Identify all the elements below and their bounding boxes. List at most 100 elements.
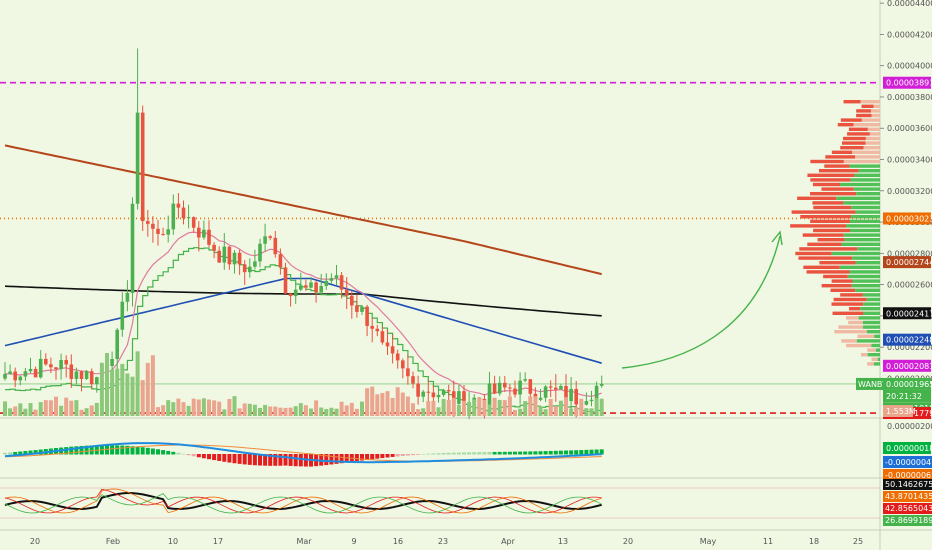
candle[interactable] bbox=[242, 264, 247, 273]
candle[interactable] bbox=[248, 266, 252, 273]
candle[interactable] bbox=[130, 203, 135, 293]
candle[interactable] bbox=[492, 383, 497, 394]
candle[interactable] bbox=[390, 346, 395, 354]
candle[interactable] bbox=[355, 305, 359, 312]
candle[interactable] bbox=[288, 293, 293, 297]
candle[interactable] bbox=[523, 379, 527, 381]
candle[interactable] bbox=[314, 282, 318, 293]
candle[interactable] bbox=[202, 229, 206, 238]
time-axis[interactable]: 20 Feb 10 17 Mar 9 16 23 Apr 13 20 May 11 18 25 bbox=[30, 537, 863, 546]
candle[interactable] bbox=[222, 246, 227, 263]
candle[interactable] bbox=[309, 282, 313, 288]
candle[interactable] bbox=[263, 236, 267, 244]
candle[interactable] bbox=[44, 358, 48, 365]
candle[interactable] bbox=[584, 401, 589, 405]
candle[interactable] bbox=[436, 394, 441, 398]
candle[interactable] bbox=[370, 325, 374, 329]
candle[interactable] bbox=[339, 275, 344, 290]
candle[interactable] bbox=[487, 383, 492, 405]
candle[interactable] bbox=[212, 244, 216, 251]
candle[interactable] bbox=[431, 392, 436, 398]
candle[interactable] bbox=[3, 373, 7, 379]
candle[interactable] bbox=[89, 371, 94, 385]
candle[interactable] bbox=[411, 376, 415, 384]
candle[interactable] bbox=[518, 380, 522, 395]
candle[interactable] bbox=[156, 228, 160, 234]
candle[interactable] bbox=[38, 358, 43, 378]
candle[interactable] bbox=[304, 285, 308, 288]
candle[interactable] bbox=[151, 223, 155, 229]
candle[interactable] bbox=[334, 275, 339, 279]
candle[interactable] bbox=[186, 217, 191, 219]
candle[interactable] bbox=[74, 371, 79, 379]
candle[interactable] bbox=[278, 254, 283, 268]
candle[interactable] bbox=[564, 386, 568, 402]
candle[interactable] bbox=[181, 207, 186, 219]
candle[interactable] bbox=[23, 371, 28, 377]
candle[interactable] bbox=[426, 391, 431, 393]
candle[interactable] bbox=[253, 261, 257, 267]
candle[interactable] bbox=[28, 368, 33, 372]
candle[interactable] bbox=[446, 390, 451, 392]
candle[interactable] bbox=[508, 387, 512, 389]
candle[interactable] bbox=[416, 383, 420, 397]
candle[interactable] bbox=[380, 331, 385, 343]
candle[interactable] bbox=[197, 227, 201, 238]
candle[interactable] bbox=[79, 371, 84, 379]
candle[interactable] bbox=[54, 367, 58, 370]
candle[interactable] bbox=[176, 203, 181, 208]
candle[interactable] bbox=[360, 306, 364, 312]
candle[interactable] bbox=[232, 252, 237, 265]
candle[interactable] bbox=[299, 285, 303, 290]
candle[interactable] bbox=[135, 112, 140, 204]
candle[interactable] bbox=[554, 387, 558, 390]
candle[interactable] bbox=[258, 243, 262, 262]
candle[interactable] bbox=[171, 203, 176, 230]
candle[interactable] bbox=[8, 371, 12, 374]
candle[interactable] bbox=[574, 388, 578, 405]
candle[interactable] bbox=[350, 295, 354, 306]
candle[interactable] bbox=[385, 342, 390, 347]
candle[interactable] bbox=[293, 289, 298, 297]
candle[interactable] bbox=[18, 376, 23, 381]
candle[interactable] bbox=[503, 382, 507, 388]
candle[interactable] bbox=[191, 217, 196, 228]
candle[interactable] bbox=[207, 229, 211, 245]
candle[interactable] bbox=[13, 371, 17, 381]
candle[interactable] bbox=[84, 371, 89, 379]
candle[interactable] bbox=[589, 399, 594, 402]
candle[interactable] bbox=[395, 353, 400, 361]
candle[interactable] bbox=[324, 280, 329, 286]
candle[interactable] bbox=[528, 379, 533, 394]
candle[interactable] bbox=[95, 377, 99, 385]
candle[interactable] bbox=[538, 397, 543, 400]
candle[interactable] bbox=[421, 391, 425, 397]
candle[interactable] bbox=[166, 229, 170, 235]
oscillator-pane[interactable] bbox=[0, 487, 880, 519]
candle[interactable] bbox=[559, 386, 563, 390]
macd-pane[interactable] bbox=[3, 442, 604, 467]
candle[interactable] bbox=[329, 278, 334, 281]
candle[interactable] bbox=[49, 364, 53, 368]
candle[interactable] bbox=[273, 237, 278, 255]
candle[interactable] bbox=[33, 368, 38, 378]
candle[interactable] bbox=[110, 358, 114, 367]
candle[interactable] bbox=[64, 359, 68, 365]
candle[interactable] bbox=[548, 386, 553, 388]
candle[interactable] bbox=[344, 289, 349, 296]
candle[interactable] bbox=[594, 385, 599, 400]
candle[interactable] bbox=[375, 328, 380, 332]
candle[interactable] bbox=[115, 329, 119, 359]
candle[interactable] bbox=[237, 252, 242, 265]
candle[interactable] bbox=[283, 267, 288, 294]
candle[interactable] bbox=[125, 292, 130, 302]
candle[interactable] bbox=[319, 285, 323, 293]
candle[interactable] bbox=[217, 250, 221, 263]
candle[interactable] bbox=[497, 382, 502, 394]
candle[interactable] bbox=[513, 388, 517, 395]
candle[interactable] bbox=[161, 233, 165, 235]
candle[interactable] bbox=[599, 383, 604, 386]
candle[interactable] bbox=[120, 301, 125, 330]
candle[interactable] bbox=[140, 112, 145, 222]
